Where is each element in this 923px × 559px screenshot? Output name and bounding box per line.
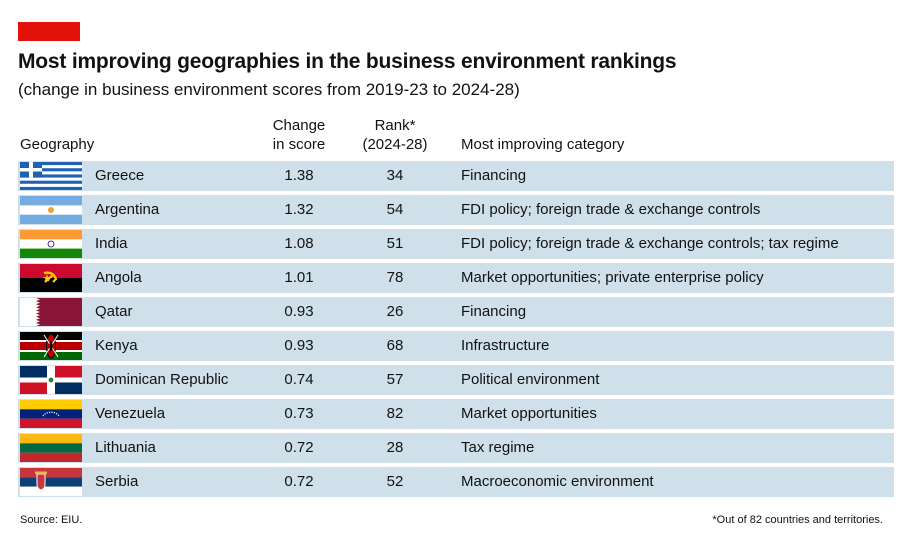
lithuania-flag-icon <box>20 434 82 462</box>
geography-cell: Venezuela <box>95 405 166 422</box>
geography-cell: Qatar <box>95 303 133 320</box>
rank-cell: 68 <box>386 337 404 354</box>
table-row: Argentina 1.32 54 FDI policy; foreign trade… <box>18 195 894 225</box>
rank-cell: 78 <box>386 269 404 286</box>
table-row: Lithuania 0.72 28 Tax regime <box>18 433 894 463</box>
table-row: Greece 1.38 34 Financing <box>18 161 894 191</box>
header-change: Change in score <box>268 116 330 154</box>
category-cell: Infrastructure <box>461 337 550 354</box>
change-cell: 0.93 <box>284 303 314 320</box>
serbia-flag-icon <box>20 468 82 496</box>
header-geography: Geography <box>20 136 95 153</box>
header-change-line2: in score <box>272 136 326 153</box>
category-cell: Tax regime <box>461 439 535 456</box>
geography-cell: India <box>95 235 128 252</box>
chart-title: Most improving geographies in the busine… <box>18 50 677 73</box>
header-rank-line1: Rank* <box>374 117 416 134</box>
category-cell: Market opportunities <box>461 405 597 422</box>
table-body: Greece 1.38 34 Financing Argentina 1.32 54 FDI … <box>18 161 894 501</box>
header-rank: Rank* (2024-28) <box>350 116 440 154</box>
category-cell: Financing <box>461 303 527 320</box>
change-cell: 0.72 <box>284 473 314 490</box>
table-row: India 1.08 51 FDI policy; foreign trade & e… <box>18 229 894 259</box>
rank-cell: 52 <box>386 473 404 490</box>
table-row: Angola 1.01 78 Market opportunities; privat… <box>18 263 894 293</box>
change-cell: 0.74 <box>284 371 314 388</box>
rank-cell: 51 <box>386 235 404 252</box>
rank-cell: 54 <box>386 201 404 218</box>
rank-cell: 34 <box>386 167 404 184</box>
header-change-line1: Change <box>272 117 326 134</box>
rank-cell: 57 <box>386 371 404 388</box>
geography-cell: Kenya <box>95 337 138 354</box>
venezuela-flag-icon <box>20 400 82 428</box>
rank-cell: 28 <box>386 439 404 456</box>
geography-cell: Argentina <box>95 201 160 218</box>
angola-flag-icon <box>20 264 82 292</box>
change-cell: 0.73 <box>284 405 314 422</box>
table-row: Qatar 0.93 26 Financing <box>18 297 894 327</box>
rank-cell: 82 <box>386 405 404 422</box>
geography-cell: Angola <box>95 269 142 286</box>
argentina-flag-icon <box>20 196 82 224</box>
change-cell: 1.38 <box>284 167 314 184</box>
kenya-flag-icon <box>20 332 82 360</box>
category-cell: FDI policy; foreign trade & exchange con… <box>461 235 839 252</box>
change-cell: 1.01 <box>284 269 314 286</box>
change-cell: 1.08 <box>284 235 314 252</box>
india-flag-icon <box>20 230 82 258</box>
rank-cell: 26 <box>386 303 404 320</box>
geography-cell: Lithuania <box>95 439 156 456</box>
category-cell: FDI policy; foreign trade & exchange con… <box>461 201 761 218</box>
geography-cell: Serbia <box>95 473 139 490</box>
qatar-flag-icon <box>20 298 82 326</box>
brand-tag <box>18 22 80 41</box>
change-cell: 0.72 <box>284 439 314 456</box>
chart-subtitle: (change in business environment scores f… <box>18 80 520 99</box>
change-cell: 0.93 <box>284 337 314 354</box>
category-cell: Political environment <box>461 371 600 388</box>
table-row: Serbia 0.72 52 Macroeconomic environment <box>18 467 894 497</box>
header-category: Most improving category <box>461 136 625 153</box>
source-note: Source: EIU. <box>20 514 83 526</box>
change-cell: 1.32 <box>284 201 314 218</box>
footnote: *Out of 82 countries and territories. <box>712 514 883 526</box>
greece-flag-icon <box>20 162 82 190</box>
category-cell: Market opportunities; private enterprise… <box>461 269 764 286</box>
geography-cell: Dominican Republic <box>95 371 229 388</box>
dominican-republic-flag-icon <box>20 366 82 394</box>
table-row: Kenya 0.93 68 Infrastructure <box>18 331 894 361</box>
table-row: Venezuela 0.73 82 Market opportunities <box>18 399 894 429</box>
header-rank-line2: (2024-28) <box>362 136 428 153</box>
category-cell: Financing <box>461 167 527 184</box>
category-cell: Macroeconomic environment <box>461 473 654 490</box>
table-row: Dominican Republic 0.74 57 Political enviro… <box>18 365 894 395</box>
geography-cell: Greece <box>95 167 145 184</box>
